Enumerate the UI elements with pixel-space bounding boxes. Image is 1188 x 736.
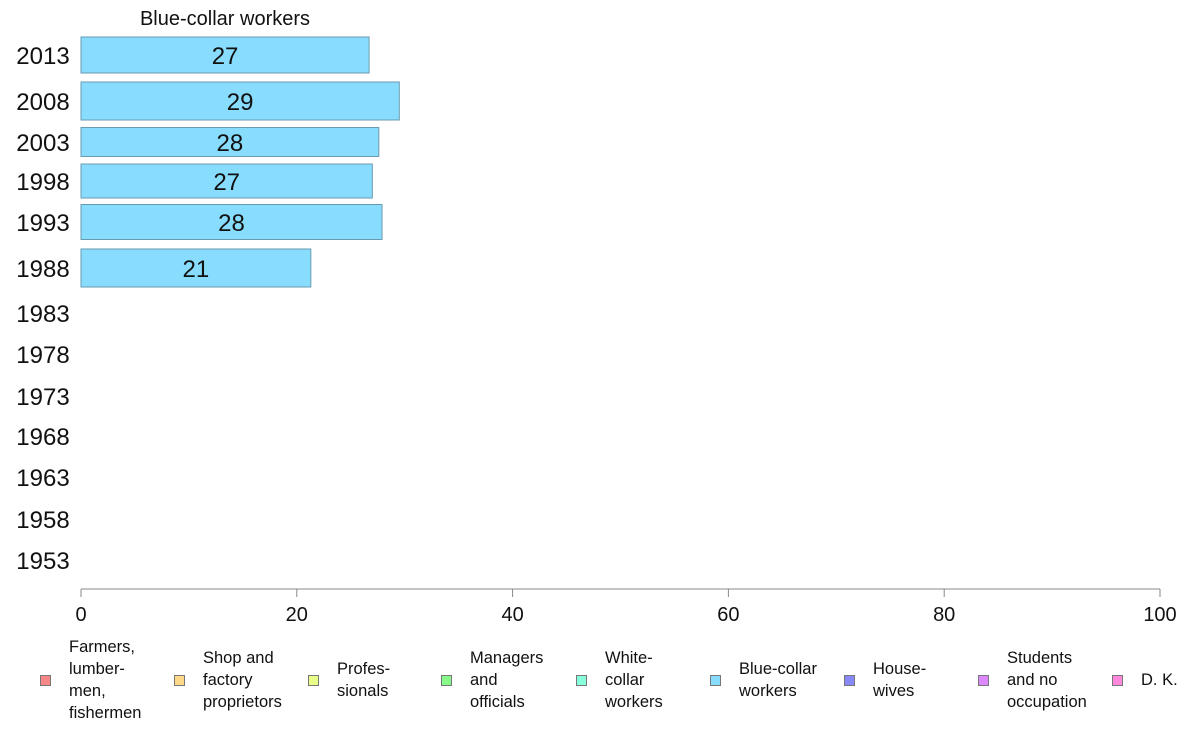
legend-item: Students and no occupation	[978, 647, 1087, 713]
bar-1988	[80, 248, 312, 288]
x-tick-label-100: 100	[1143, 604, 1176, 626]
x-tick-label-20: 20	[286, 604, 308, 626]
legend-swatch	[308, 674, 319, 686]
legend: Farmers, lumber- men, fishermen Shop and …	[0, 638, 1188, 730]
data-label-2003: 28	[217, 130, 244, 157]
data-label-1998: 27	[213, 169, 240, 196]
category-label-1973: 1973	[16, 384, 69, 411]
legend-swatch	[844, 674, 855, 686]
legend-label: White- collar workers	[605, 649, 663, 711]
category-label-1953: 1953	[16, 548, 69, 575]
bar-2008	[80, 81, 400, 121]
legend-item: Profes- sionals	[308, 658, 390, 702]
x-tick-label-80: 80	[933, 604, 955, 626]
legend-swatch	[710, 674, 721, 686]
category-label-1998: 1998	[16, 169, 69, 196]
legend-swatch	[576, 674, 587, 686]
bar-2013	[80, 36, 370, 74]
category-label-1963: 1963	[16, 465, 69, 492]
legend-item: Farmers, lumber- men, fishermen	[40, 636, 141, 724]
category-label-1993: 1993	[16, 210, 69, 237]
legend-label: Farmers, lumber- men, fishermen	[69, 638, 142, 722]
bar-2003	[80, 127, 380, 157]
legend-item: D. K.	[1112, 669, 1178, 691]
legend-label: House- wives	[873, 660, 927, 700]
category-label-1978: 1978	[16, 342, 69, 369]
legend-item: Managers and officials	[441, 647, 543, 713]
legend-item: White- collar workers	[576, 647, 663, 713]
legend-swatch	[174, 674, 185, 686]
legend-label: D. K.	[1141, 671, 1178, 689]
data-label-1993: 28	[218, 210, 245, 237]
chart-title: Blue-collar workers	[140, 8, 310, 30]
category-label-1968: 1968	[16, 424, 69, 451]
category-label-1988: 1988	[16, 256, 69, 283]
legend-label: Students and no occupation	[1007, 649, 1087, 711]
legend-item: Shop and factory proprietors	[174, 647, 282, 713]
data-label-2008: 29	[227, 89, 254, 116]
legend-item: Blue-collar workers	[710, 658, 817, 702]
legend-label: Managers and officials	[470, 649, 544, 711]
bar-1993	[80, 204, 383, 240]
category-label-2003: 2003	[16, 130, 69, 157]
legend-label: Shop and factory proprietors	[203, 649, 282, 711]
bar-1998	[80, 163, 373, 199]
legend-item: House- wives	[844, 658, 926, 702]
category-label-1958: 1958	[16, 507, 69, 534]
legend-swatch	[1112, 674, 1123, 686]
category-label-1983: 1983	[16, 301, 69, 328]
legend-swatch	[40, 674, 51, 686]
legend-label: Blue-collar workers	[739, 660, 817, 700]
legend-label: Profes- sionals	[337, 660, 391, 700]
category-label-2013: 2013	[16, 43, 69, 70]
x-tick-label-0: 0	[75, 604, 86, 626]
legend-swatch	[978, 674, 989, 686]
category-label-2008: 2008	[16, 89, 69, 116]
legend-swatch	[441, 674, 452, 686]
x-tick-label-60: 60	[717, 604, 739, 626]
x-tick-label-40: 40	[501, 604, 523, 626]
data-label-1988: 21	[183, 256, 210, 283]
data-label-2013: 27	[212, 43, 239, 70]
